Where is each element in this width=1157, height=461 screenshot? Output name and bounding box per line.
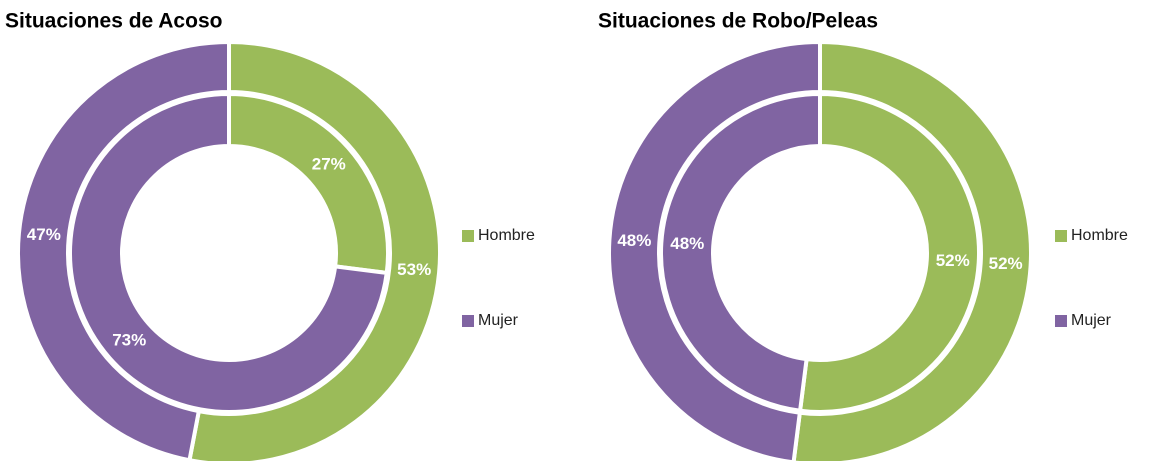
donut-segment [797, 91, 982, 414]
data-label: 52% [989, 254, 1023, 273]
donut-segment [659, 91, 822, 413]
legend-swatch [1055, 315, 1067, 327]
legend-label: Mujer [478, 312, 519, 329]
donut-segment [68, 91, 389, 414]
legend-label: Hombre [478, 227, 535, 244]
donut-segment [16, 39, 231, 461]
legend-swatch [1055, 230, 1067, 242]
donut-segment [607, 39, 822, 461]
donut-segment [791, 39, 1033, 461]
legend-swatch [462, 230, 474, 242]
data-label: 47% [27, 225, 61, 244]
data-label: 48% [617, 231, 651, 250]
data-label: 27% [312, 155, 346, 174]
data-label: 48% [670, 234, 704, 253]
data-label: 52% [936, 251, 970, 270]
data-label: 73% [112, 330, 146, 349]
chart-title: Situaciones de Acoso [5, 10, 222, 33]
chart-title: Situaciones de Robo/Peleas [598, 10, 878, 33]
data-label: 53% [397, 260, 431, 279]
legend-label: Hombre [1071, 227, 1128, 244]
legend-label: Mujer [1071, 312, 1112, 329]
donut-segment [187, 39, 442, 461]
legend-swatch [462, 315, 474, 327]
